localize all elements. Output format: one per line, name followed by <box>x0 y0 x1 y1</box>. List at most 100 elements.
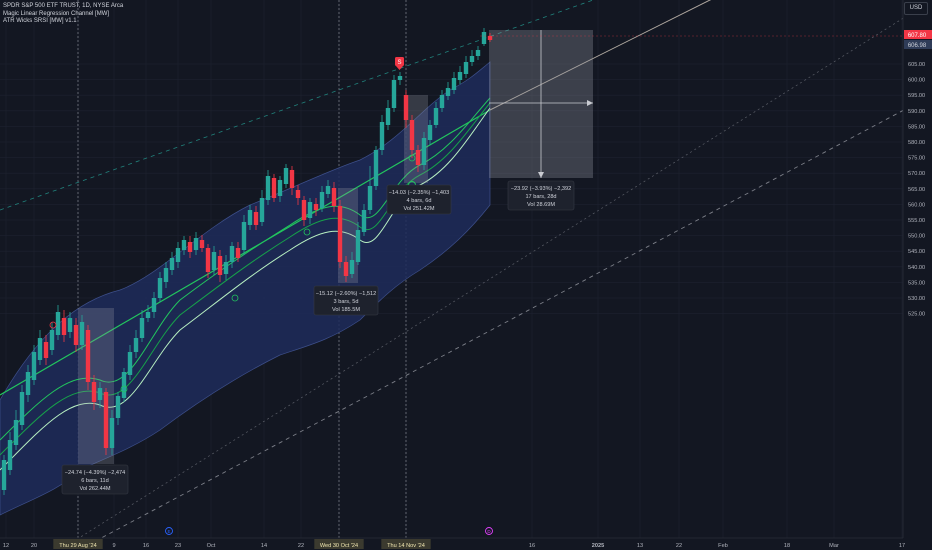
time-tick: 18 <box>784 543 790 549</box>
time-tick: 12 <box>3 543 9 549</box>
chart-legend: SPDR S&P 500 ETF TRUST, 1D, NYSE Arca Ma… <box>3 3 123 26</box>
time-highlight-box <box>314 539 364 549</box>
bear-candle <box>409 120 415 150</box>
bear-candle <box>415 150 421 165</box>
bear-candle <box>337 206 343 262</box>
bull-candle <box>451 78 457 90</box>
bull-candle <box>421 138 427 165</box>
measure-1-volume: Vol 262.44M <box>79 486 110 492</box>
earnings-event-text: E <box>167 529 170 534</box>
price-tick: 585.00 <box>908 124 925 130</box>
bear-candle <box>61 318 67 335</box>
price-tick: 580.00 <box>908 140 925 146</box>
price-tick: 590.00 <box>908 109 925 115</box>
earnings-event-icon[interactable] <box>165 527 173 535</box>
currency-button[interactable]: USD <box>904 2 928 15</box>
bull-candle <box>169 258 175 270</box>
bear-candle <box>187 242 193 252</box>
mid-dotted-line <box>59 0 932 550</box>
price-tick: 595.00 <box>908 93 925 99</box>
dividend-event-text: D <box>487 529 491 534</box>
last-price-label: 607.80 <box>908 33 927 39</box>
bull-candle <box>175 248 181 262</box>
measure-4-arrow-down <box>538 172 544 178</box>
bull-candle <box>325 186 331 194</box>
bear-candle <box>91 382 97 402</box>
measure-area-2 <box>338 188 358 283</box>
bull-candle <box>151 298 157 312</box>
bull-candle <box>25 372 31 395</box>
time-tick: Oct <box>207 543 216 549</box>
price-axis[interactable] <box>903 0 932 550</box>
time-axis[interactable] <box>0 538 932 550</box>
time-tick: 9 <box>112 543 115 549</box>
bull-candle <box>19 392 25 425</box>
bear-candle <box>313 204 319 210</box>
price-tick: 565.00 <box>908 187 925 193</box>
time-tick: Mar <box>829 543 839 549</box>
bull-candle <box>391 80 397 108</box>
indicator-atr-label[interactable]: ATR Wicks SRSI [MW] v1.1 <box>3 18 77 24</box>
symbol-title[interactable]: SPDR S&P 500 ETF TRUST, 1D, NYSE Arca <box>3 3 124 9</box>
bull-candle <box>433 108 439 125</box>
time-tick: 16 <box>143 543 149 549</box>
bull-candle <box>121 372 127 398</box>
measure-2-volume: Vol 185.5M <box>332 307 360 313</box>
price-tick: 540.00 <box>908 265 925 271</box>
signal-down-marker <box>395 57 404 66</box>
time-tick: 20 <box>31 543 37 549</box>
measure-4-volume: Vol 28.69M <box>527 202 555 208</box>
bull-candle <box>373 150 379 186</box>
bear-candle <box>271 178 277 198</box>
signal-circle <box>231 294 239 302</box>
measure-1-bars: 6 bars, 11d <box>81 478 109 484</box>
bear-candle <box>289 170 295 188</box>
bull-candle <box>127 352 133 375</box>
time-tick-labels: 12 20 Thu 29 Aug '24 9 16 23 Oct 14 22 Wed 30 Oct… <box>3 539 905 549</box>
bull-candle <box>109 418 115 448</box>
signal-circle <box>408 154 416 162</box>
bull-candle <box>1 460 7 490</box>
candlesticks <box>1 28 493 495</box>
bull-candle <box>265 176 271 200</box>
bear-candle <box>343 262 349 276</box>
bull-candle <box>367 186 373 210</box>
signal-circle <box>120 385 128 393</box>
bull-candle <box>361 210 367 232</box>
indicator-regression-label[interactable]: Magic Linear Regression Channel [MW] <box>3 10 110 17</box>
bull-candle <box>427 125 433 140</box>
dividend-event-icon[interactable] <box>485 527 493 535</box>
bull-candle <box>307 202 313 218</box>
bull-candle <box>355 230 361 262</box>
time-tick: Wed 30 Oct '24 <box>320 543 358 549</box>
price-tick: 605.00 <box>908 62 925 68</box>
measure-4-arrow-right <box>587 100 593 106</box>
price-tick: 525.00 <box>908 312 925 318</box>
price-tick: 545.00 <box>908 249 925 255</box>
bull-candle <box>397 76 403 80</box>
signal-down-pointer <box>396 66 403 70</box>
bull-candle <box>13 420 19 445</box>
bear-candle <box>331 188 337 206</box>
measure-3-change: −14.03 (−2.35%) −1,403 <box>389 190 450 196</box>
bull-candle <box>157 278 163 298</box>
bear-candle <box>217 256 223 275</box>
time-tick: 17 <box>899 543 905 549</box>
bull-candle <box>481 32 487 44</box>
bear-candle <box>73 325 79 345</box>
measure-2-change: −15.12 (−2.60%) −1,512 <box>316 291 377 297</box>
price-tick: 555.00 <box>908 218 925 224</box>
signal-circle <box>49 321 57 329</box>
bull-candle <box>37 338 43 360</box>
bear-candle <box>85 330 91 382</box>
time-highlight-box <box>53 539 103 549</box>
second-price-box <box>904 40 932 49</box>
time-tick: 22 <box>298 543 304 549</box>
regression-projection <box>489 0 712 111</box>
bull-candle <box>241 222 247 250</box>
time-tick: 13 <box>637 543 643 549</box>
bull-candle <box>469 56 475 62</box>
time-tick: Feb <box>718 543 728 549</box>
bull-candle <box>439 95 445 108</box>
